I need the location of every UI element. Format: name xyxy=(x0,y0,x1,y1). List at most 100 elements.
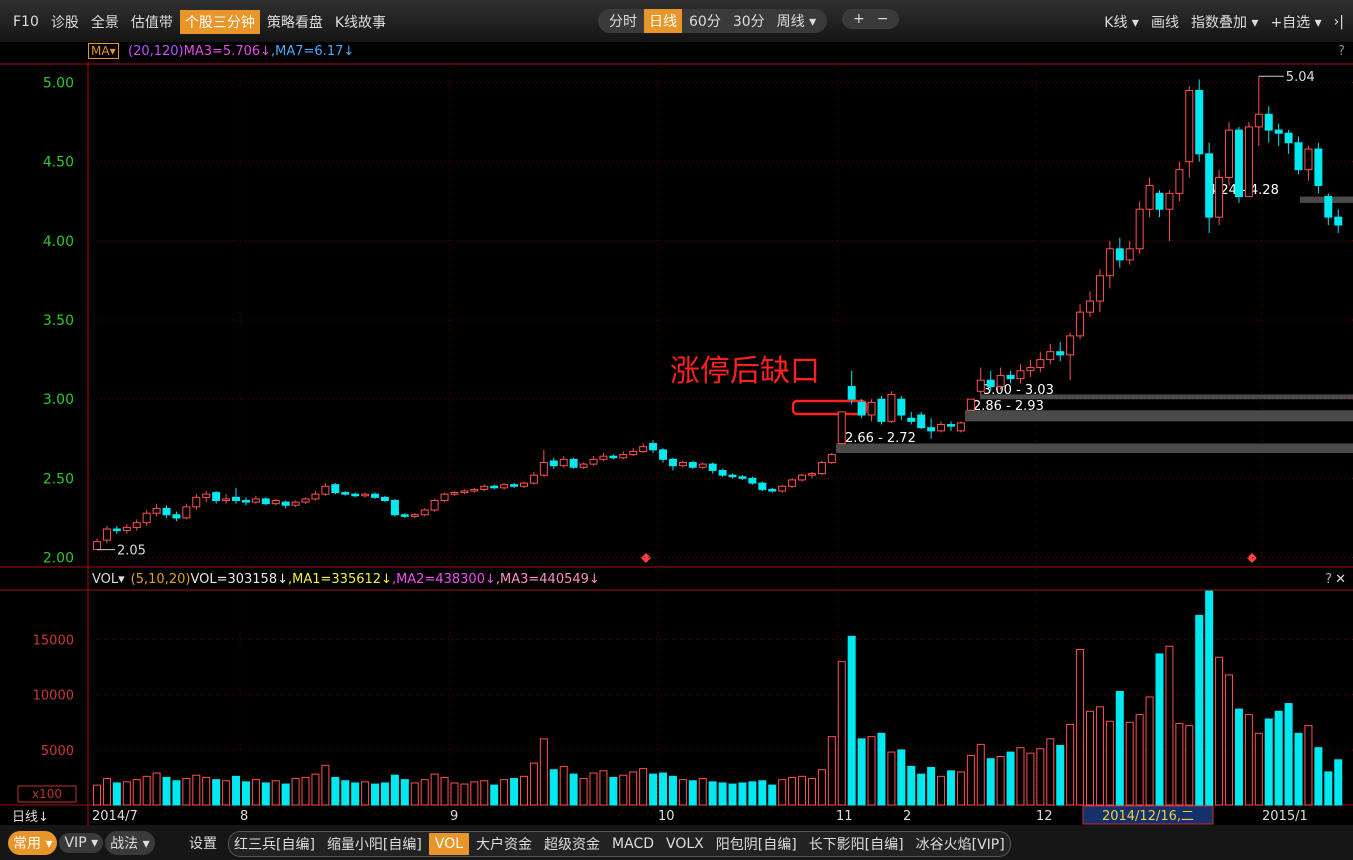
indicator-tab[interactable]: VOL xyxy=(428,833,470,855)
toolbar-button[interactable]: 周线 ▾ xyxy=(776,14,817,30)
volume-bar xyxy=(1026,752,1035,806)
volume-bar xyxy=(1334,759,1343,806)
volume-bar xyxy=(956,771,965,806)
indicator-tab[interactable]: 长下影阳[自编] xyxy=(808,837,904,853)
candle-body xyxy=(579,463,588,468)
volume-bar xyxy=(1016,747,1025,806)
toolbar-button[interactable]: 分时 xyxy=(609,14,637,30)
x-tick-label: 11 xyxy=(836,809,853,824)
candle-body xyxy=(1304,148,1313,171)
toolbar-button[interactable]: 指数叠加 ▾ xyxy=(1190,15,1259,31)
indicator-tab[interactable]: 冰谷火焰[VIP] xyxy=(915,837,1005,853)
candle-body xyxy=(400,514,409,517)
menu-tab[interactable]: VIP ▾ xyxy=(59,833,104,853)
indicator-tab[interactable]: 缩量小阳[自编] xyxy=(326,837,422,853)
toolbar-button[interactable]: 估值带 xyxy=(130,15,173,31)
candle-body xyxy=(1294,142,1303,171)
volume-bar xyxy=(182,778,191,806)
candle-body xyxy=(877,398,886,422)
gap-label: 4.24 - 4.28 xyxy=(1208,183,1279,198)
volume-bar xyxy=(1195,614,1204,806)
volume-bar xyxy=(966,754,975,806)
ma-values: (20,120)MA3=5.706↓,MA7=6.17↓ xyxy=(128,44,354,59)
volume-bar xyxy=(599,770,608,806)
volume-bar xyxy=(321,764,330,806)
toolbar-button[interactable]: 日线 xyxy=(644,9,682,33)
volume-bar xyxy=(758,780,767,806)
volume-value: VOL=303158↓ xyxy=(190,572,288,587)
volume-bar xyxy=(1135,714,1144,806)
toolbar-button[interactable]: ›| xyxy=(1333,14,1344,30)
candle-body xyxy=(450,492,459,495)
volume-bar xyxy=(351,782,360,806)
candle-body xyxy=(589,458,598,465)
indicator-tab[interactable]: VOLX xyxy=(666,836,704,852)
zoom-button[interactable]: − xyxy=(876,11,889,27)
period-label[interactable]: 日线↓ xyxy=(12,810,49,825)
candle-body xyxy=(917,414,926,429)
volume-bar xyxy=(768,784,777,806)
close[interactable]: ✕ xyxy=(1335,572,1346,587)
candle-body xyxy=(1274,129,1283,134)
candle-body xyxy=(639,446,648,452)
menu-tab[interactable]: 战法 ▾ xyxy=(105,831,155,855)
settings[interactable]: 设置 xyxy=(189,836,217,852)
gap-band xyxy=(836,443,1353,454)
volume-bar xyxy=(112,782,121,806)
candle-body xyxy=(341,492,350,495)
help[interactable]: ? xyxy=(1338,44,1345,59)
volume-bar xyxy=(281,783,290,806)
indicator-tab[interactable]: 大户资金 xyxy=(476,837,533,853)
volume-bar xyxy=(450,782,459,806)
volume-bar xyxy=(371,783,380,806)
candle-body xyxy=(768,488,777,492)
candle-body xyxy=(1155,192,1164,210)
toolbar-button[interactable]: +自选 ▾ xyxy=(1270,15,1322,31)
volume-bar xyxy=(1234,708,1243,806)
toolbar-button[interactable]: 30分 xyxy=(732,14,765,30)
candle-body xyxy=(1215,177,1224,218)
indicator-tab[interactable]: 红三兵[自编] xyxy=(234,837,315,853)
toolbar-button[interactable]: K线 ▾ xyxy=(1104,15,1139,31)
indicator-tab[interactable]: 超级资金 xyxy=(544,837,601,853)
menu-tab[interactable]: 常用 ▾ xyxy=(8,831,58,855)
toolbar-button[interactable]: 策略看盘 xyxy=(266,15,323,31)
candle-body xyxy=(1264,113,1273,131)
toolbar-button[interactable]: 个股三分钟 xyxy=(179,10,260,34)
candle-body xyxy=(529,474,538,484)
volume-bar xyxy=(649,773,658,806)
volume-bar xyxy=(1185,725,1194,806)
volume-bar xyxy=(559,765,568,806)
candle-body xyxy=(361,493,370,497)
volume-bar xyxy=(619,774,628,806)
candle-body xyxy=(490,485,499,489)
toolbar-button[interactable]: 60分 xyxy=(689,14,721,30)
candle-body xyxy=(440,493,449,502)
indicator-tab[interactable]: 阳包阴[自编] xyxy=(715,837,797,853)
ma-menu[interactable]: MA▾ xyxy=(88,43,119,59)
volume-bar xyxy=(1284,703,1293,806)
volume-bar xyxy=(410,782,419,806)
candle-body xyxy=(1205,153,1214,218)
indicator-tab[interactable]: MACD xyxy=(612,836,654,852)
volume-bar xyxy=(1076,649,1085,806)
volume-bar xyxy=(510,778,519,806)
toolbar-button[interactable]: 画线 xyxy=(1150,15,1179,31)
volume-bar xyxy=(341,780,350,806)
candle-body xyxy=(331,484,340,494)
toolbar-button[interactable]: 诊股 xyxy=(50,15,79,31)
toolbar-button[interactable]: K线故事 xyxy=(334,15,387,31)
volume-bar xyxy=(996,755,1005,806)
zoom-button[interactable]: + xyxy=(853,11,865,27)
volume-bar xyxy=(1125,721,1134,806)
volume-bar xyxy=(261,782,270,806)
toolbar-button[interactable]: F10 xyxy=(13,14,39,30)
volume-bar xyxy=(1324,771,1333,806)
volume-bar xyxy=(877,732,886,806)
toolbar-button[interactable]: 全景 xyxy=(90,15,119,31)
candle-body xyxy=(351,493,360,497)
volume-bar xyxy=(301,776,310,806)
volume-value: (5,10,20) xyxy=(131,572,191,587)
help[interactable]: ? xyxy=(1325,572,1332,587)
